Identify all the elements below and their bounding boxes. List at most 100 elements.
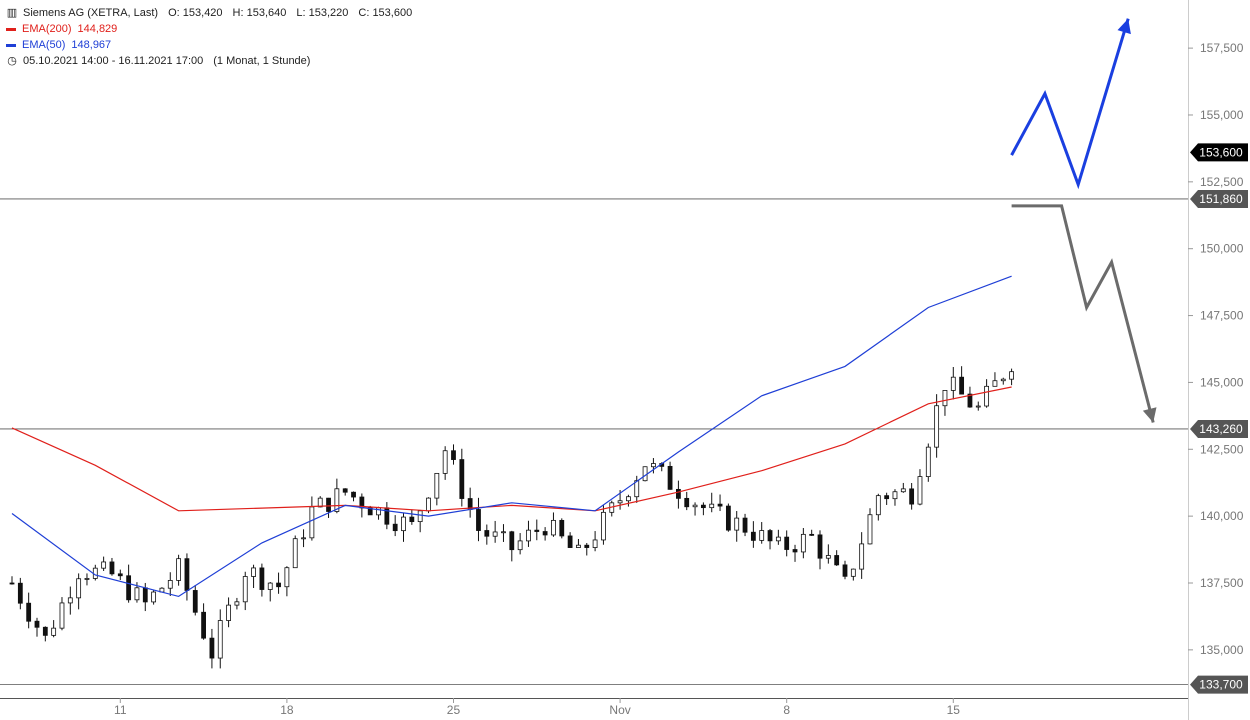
candle-body — [984, 385, 990, 407]
candle-body — [117, 573, 123, 577]
level-tag-label: 151,860 — [1199, 192, 1243, 206]
candle-body — [9, 582, 15, 585]
level-tag-bg — [1190, 419, 1248, 438]
candle-body — [551, 519, 556, 536]
instrument-title: Siemens AG (XETRA, Last) — [23, 7, 159, 19]
chart-legend: ▥ Siemens AG (XETRA, Last) O: 153,420 H:… — [6, 5, 412, 69]
ohlc-high: H: 153,640 — [232, 7, 287, 19]
candle-body — [34, 620, 40, 628]
candle-body — [509, 531, 515, 551]
candle-body — [1000, 378, 1006, 382]
candle-body — [959, 376, 965, 395]
candle-body — [367, 507, 373, 516]
horizontal-levels — [0, 198, 1188, 686]
ema200-value: 144,829 — [77, 23, 118, 35]
candle-body — [234, 601, 240, 606]
candle-body — [534, 529, 540, 532]
scenario-up-arrowhead — [1117, 18, 1131, 35]
candle-body — [526, 529, 531, 542]
candle-body — [42, 626, 48, 636]
level-tag-label: 143,260 — [1199, 422, 1243, 436]
candle-body — [576, 544, 581, 548]
candle-body — [309, 506, 315, 539]
candle-body — [392, 523, 398, 532]
candle-body — [242, 576, 248, 603]
candle-body — [800, 533, 806, 553]
x-tick-label: 18 — [280, 703, 294, 717]
price-tags: 151,860 143,260 133,700 153,600 — [1190, 143, 1248, 694]
candle-body — [950, 376, 956, 391]
candle-body — [142, 587, 148, 603]
y-tick-label: 147,500 — [1200, 309, 1244, 323]
candle-body — [17, 582, 23, 604]
candle-body — [667, 465, 673, 490]
candle-body — [917, 476, 923, 505]
y-tick-label: 152,500 — [1200, 175, 1244, 189]
candle-body — [775, 536, 781, 542]
candle-body — [292, 538, 298, 569]
candle-body — [184, 558, 190, 591]
candle-body — [501, 531, 506, 534]
candle-body — [51, 627, 57, 636]
candle-body — [942, 390, 948, 407]
ohlc-low: L: 153,220 — [296, 7, 349, 19]
ema50-label: EMA(50) — [22, 39, 66, 51]
candle-body — [67, 597, 73, 604]
date-range: 05.10.2021 14:00 - 16.11.2021 17:00 — [23, 55, 204, 67]
scenario-down-line — [1011, 204, 1155, 423]
legend-ema200: EMA(200) 144,829 — [6, 21, 412, 37]
candle-body — [759, 530, 765, 541]
y-tick-label: 135,000 — [1200, 643, 1244, 657]
candle-body — [59, 602, 65, 629]
candle-body — [617, 500, 623, 504]
candle-body — [892, 491, 898, 500]
candle-body — [334, 488, 340, 512]
candle-body — [301, 537, 306, 540]
candle-body — [567, 535, 573, 548]
candle-body — [750, 531, 756, 541]
candle-body — [817, 534, 823, 559]
candle-body — [842, 564, 848, 577]
y-tick-label: 137,500 — [1200, 576, 1244, 590]
y-tick-label: 140,000 — [1200, 509, 1244, 523]
candle-body — [267, 582, 273, 590]
candle-body — [517, 540, 523, 551]
legend-range: ◷ 05.10.2021 14:00 - 16.11.2021 17:00 (1… — [6, 53, 412, 69]
candle-body — [484, 530, 490, 537]
candle-body — [884, 495, 890, 500]
candle-body — [201, 611, 206, 639]
candle-body — [859, 543, 865, 570]
candle-body — [742, 517, 748, 533]
candle-body — [176, 558, 182, 581]
candle-body — [909, 488, 915, 505]
ema-lines — [11, 275, 1012, 598]
candle-body — [875, 495, 881, 516]
candle-body — [109, 561, 115, 575]
candles — [9, 366, 1014, 669]
candle-body — [900, 488, 906, 493]
ohlc-open: O: 153,420 — [168, 7, 223, 19]
candle-body — [692, 504, 698, 508]
candle-body — [101, 561, 107, 569]
ema50-line — [11, 275, 1012, 598]
level-tag-label: 133,700 — [1199, 678, 1243, 692]
ema50-swatch — [6, 43, 16, 47]
candle-body — [784, 536, 790, 550]
candle-body — [459, 459, 465, 499]
candle-body — [259, 567, 265, 590]
candle-body — [417, 510, 423, 523]
candle-body — [126, 575, 132, 601]
candle-body — [209, 637, 215, 659]
candle-body — [651, 463, 656, 468]
ema50-value: 148,967 — [71, 39, 112, 51]
candle-body — [167, 580, 173, 589]
candle-body — [934, 405, 940, 448]
candle-body — [284, 567, 290, 588]
candle-body — [492, 531, 498, 537]
candle-body — [559, 519, 565, 537]
ema200-swatch — [6, 27, 16, 31]
ohlc-close: C: 153,600 — [358, 7, 413, 19]
candle-body — [825, 555, 831, 559]
